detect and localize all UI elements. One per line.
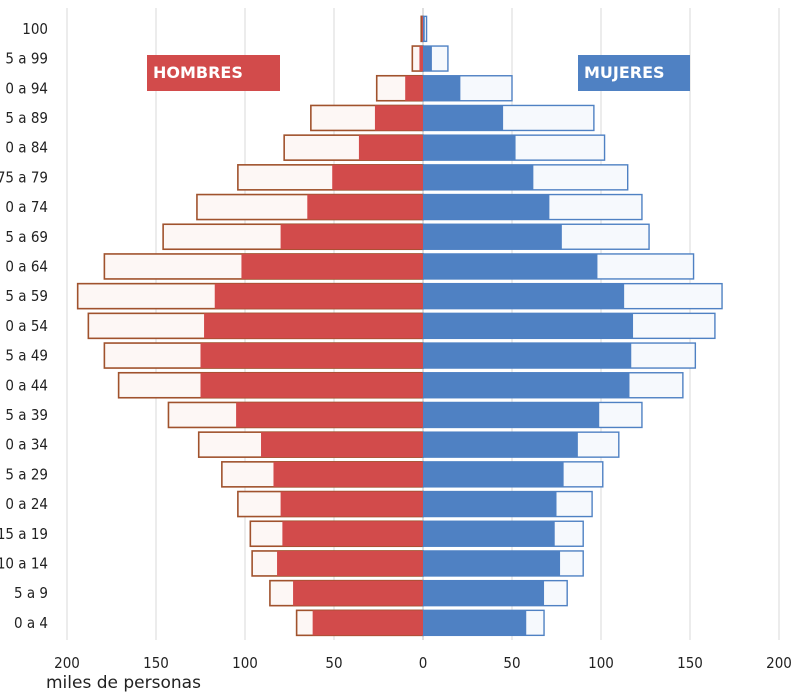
bar-mujeres [423, 46, 432, 72]
bar-mujeres [423, 224, 562, 250]
bar-mujeres [423, 521, 555, 547]
bar-mujeres [423, 194, 550, 220]
bar-hombres [280, 491, 423, 517]
bar-mujeres [423, 610, 527, 636]
bar-mujeres [423, 402, 600, 428]
bar-hombres [200, 372, 423, 398]
bar-mujeres [423, 580, 545, 606]
bar-mujeres [423, 135, 516, 161]
age-group-label: 5 a 29 [5, 465, 48, 483]
bar-hombres [422, 16, 423, 42]
x-tick-label: 0 [419, 654, 428, 672]
age-group-label: 5 a 59 [5, 287, 48, 305]
bar-hombres [236, 402, 423, 428]
bar-mujeres [423, 461, 564, 487]
bar-hombres [374, 105, 423, 131]
bar-hombres [280, 224, 423, 250]
bar-mujeres [423, 550, 561, 576]
bars [76, 15, 723, 637]
bar-hombres [200, 343, 423, 369]
bar-hombres [282, 521, 423, 547]
age-group-label: 0 a 94 [5, 79, 48, 97]
x-tick-label: 50 [325, 654, 342, 672]
bar-hombres [277, 550, 423, 576]
bar-mujeres [423, 253, 598, 279]
age-group-label: 5 a 89 [5, 109, 48, 127]
bar-mujeres [423, 372, 630, 398]
bar-mujeres [423, 75, 461, 101]
legend-mujeres: MUJERES [578, 55, 690, 91]
bar-hombres [332, 164, 423, 190]
bar-hombres [293, 580, 423, 606]
x-tick-label: 50 [503, 654, 520, 672]
x-tick-label: 100 [232, 654, 258, 672]
age-group-label: 0 a 64 [5, 257, 48, 275]
bar-mujeres [423, 313, 634, 339]
age-group-label: 0 a 24 [5, 495, 48, 513]
age-group-label: 10 a 14 [0, 554, 48, 572]
bar-mujeres [423, 343, 632, 369]
age-group-label: 5 a 9 [14, 584, 48, 602]
legend-hombres: HOMBRES [147, 55, 280, 91]
age-group-label: 75 a 79 [0, 168, 48, 186]
x-tick-label: 200 [54, 654, 80, 672]
bar-hombres [261, 432, 423, 458]
age-group-label: 0 a 74 [5, 198, 48, 216]
bar-hombres [312, 610, 423, 636]
age-group-label: 0 a 54 [5, 317, 48, 335]
age-group-label: 5 a 69 [5, 228, 48, 246]
x-axis-label: miles de personas [46, 673, 201, 693]
age-group-label: 0 a 44 [5, 376, 48, 394]
age-group-label: 5 a 99 [5, 50, 48, 68]
bar-hombres [358, 135, 423, 161]
x-tick-label: 200 [766, 654, 792, 672]
age-group-label: 15 a 19 [0, 525, 48, 543]
bar-hombres [204, 313, 423, 339]
age-group-label: 0 a 84 [5, 139, 48, 157]
age-group-label: 5 a 39 [5, 406, 48, 424]
age-group-label: 0 a 34 [5, 436, 48, 454]
x-tick-label: 150 [143, 654, 169, 672]
bar-mujeres [423, 432, 578, 458]
age-group-label: 0 a 4 [14, 614, 48, 632]
age-group-label: 100 [22, 20, 48, 38]
bar-mujeres [423, 16, 425, 42]
age-group-label: 5 a 49 [5, 347, 48, 365]
bar-mujeres [423, 491, 557, 517]
x-tick-label: 150 [677, 654, 703, 672]
bar-mujeres [423, 105, 504, 131]
bar-mujeres [423, 164, 534, 190]
bar-hombres [273, 461, 423, 487]
bar-hombres [405, 75, 423, 101]
bar-hombres [307, 194, 423, 220]
bar-hombres [214, 283, 423, 309]
bar-hombres [241, 253, 423, 279]
bar-mujeres [423, 283, 625, 309]
bar-hombres [419, 46, 423, 72]
x-tick-label: 100 [588, 654, 614, 672]
axis-labels: 0 a 4 5 a 9 10 a 14 15 a 19 0 a 24 5 a 29 0 a … [0, 20, 792, 672]
